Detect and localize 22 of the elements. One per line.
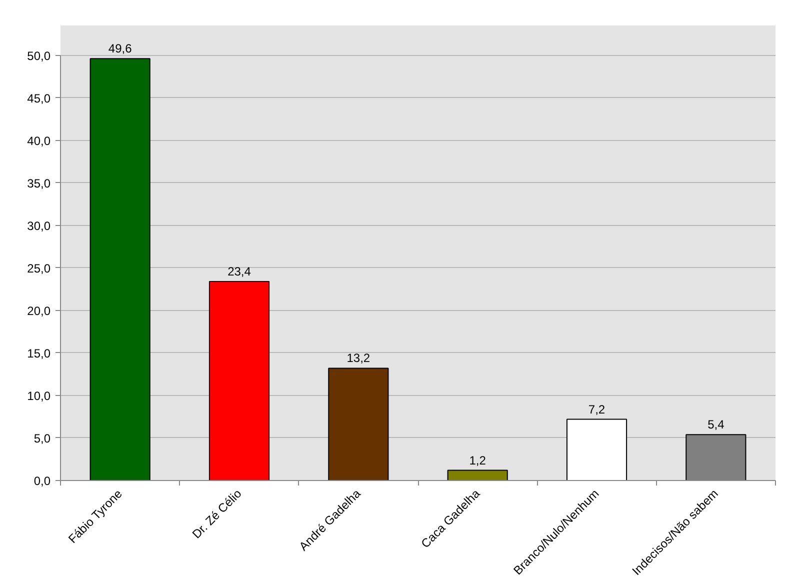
y-tick-label: 45,0 <box>27 91 51 106</box>
data-label: 7,2 <box>588 402 606 416</box>
y-tick-label: 5,0 <box>34 431 51 446</box>
data-label: 23,4 <box>228 264 252 278</box>
data-label: 5,4 <box>708 418 725 432</box>
y-tick-label: 50,0 <box>27 48 51 63</box>
y-tick-label: 25,0 <box>27 261 51 276</box>
data-label: 1,2 <box>469 453 486 468</box>
bar <box>447 470 508 480</box>
y-tick-label: 35,0 <box>27 176 51 190</box>
y-tick-label: 40,0 <box>27 134 51 148</box>
y-tick-label: 20,0 <box>27 304 51 318</box>
y-tick-label: 0,0 <box>34 474 51 488</box>
y-tick-label: 30,0 <box>27 218 51 233</box>
bar <box>90 58 150 480</box>
bar <box>328 368 389 480</box>
data-label: 13,2 <box>346 351 370 366</box>
data-label: 49,6 <box>108 42 132 56</box>
bar <box>566 418 628 480</box>
y-tick-label: 10,0 <box>27 388 51 403</box>
y-tick-label: 15,0 <box>27 346 51 360</box>
bar <box>208 280 270 480</box>
